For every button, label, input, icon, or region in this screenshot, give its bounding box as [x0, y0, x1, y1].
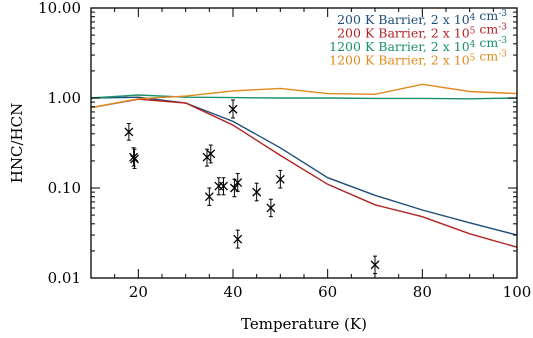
- observation-point-12: [234, 230, 242, 248]
- observation-point-8: [220, 178, 228, 195]
- legend-superscript: -3: [498, 36, 507, 46]
- legend-text-part: 1200 K Barrier, 2 x 10: [329, 53, 470, 68]
- legend-superscript: -3: [498, 9, 507, 19]
- y-tick-label: 0.01: [48, 269, 81, 287]
- observation-point-6: [205, 188, 213, 205]
- observation-point-13: [253, 183, 261, 201]
- legend-text-part: cm: [475, 49, 498, 64]
- series-line-2: [91, 99, 517, 247]
- plot-area: [91, 84, 517, 273]
- x-tick-label: 40: [223, 283, 242, 301]
- legend-superscript: -3: [498, 23, 507, 33]
- observation-point-1: [125, 124, 133, 141]
- observation-point-16: [371, 256, 379, 273]
- x-tick-label: 60: [318, 283, 337, 301]
- observation-point-7: [215, 178, 223, 195]
- y-tick-label: 10.00: [38, 0, 81, 17]
- y-axis-title: HNC/HCN: [8, 103, 26, 183]
- observation-point-5: [207, 145, 215, 163]
- observation-point-14: [267, 199, 275, 216]
- observation-point-9: [229, 100, 237, 118]
- y-tick-label: 0.10: [48, 179, 81, 197]
- x-tick-label: 20: [129, 283, 148, 301]
- series-line-1: [91, 97, 517, 235]
- x-axis-title: Temperature (K): [241, 315, 367, 333]
- y-tick-label: 1.00: [48, 89, 81, 107]
- x-tick-label: 80: [413, 283, 432, 301]
- legend-superscript: -3: [498, 50, 507, 60]
- x-tick-label: 100: [503, 283, 532, 301]
- observation-point-15: [276, 170, 284, 188]
